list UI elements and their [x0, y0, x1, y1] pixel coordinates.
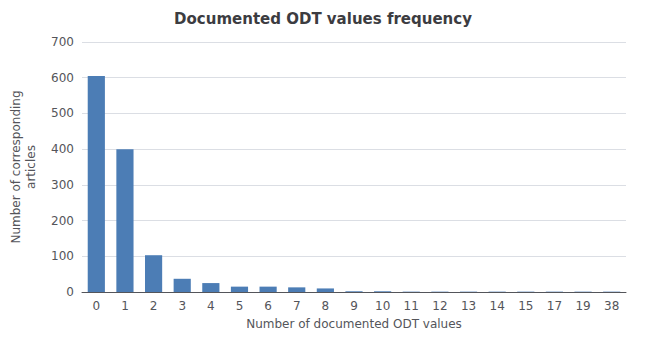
- svg-text:Documented ODT values frequenc: Documented ODT values frequency: [174, 10, 472, 28]
- svg-text:7: 7: [293, 299, 301, 313]
- svg-text:12: 12: [432, 299, 447, 313]
- svg-text:500: 500: [51, 106, 74, 120]
- svg-text:9: 9: [350, 299, 358, 313]
- svg-text:0: 0: [66, 285, 74, 299]
- svg-text:1: 1: [121, 299, 129, 313]
- svg-text:4: 4: [207, 299, 215, 313]
- svg-text:38: 38: [604, 299, 619, 313]
- svg-text:700: 700: [51, 35, 74, 49]
- svg-text:200: 200: [51, 214, 74, 228]
- svg-text:5: 5: [236, 299, 244, 313]
- svg-text:10: 10: [375, 299, 390, 313]
- svg-text:Number of documented ODT value: Number of documented ODT values: [246, 317, 462, 331]
- svg-text:15: 15: [518, 299, 533, 313]
- svg-text:17: 17: [547, 299, 562, 313]
- svg-text:0: 0: [92, 299, 100, 313]
- svg-text:100: 100: [51, 249, 74, 263]
- svg-text:2: 2: [150, 299, 158, 313]
- svg-text:articles: articles: [24, 145, 38, 189]
- svg-text:6: 6: [264, 299, 272, 313]
- svg-text:600: 600: [51, 71, 74, 85]
- svg-text:19: 19: [575, 299, 590, 313]
- svg-text:300: 300: [51, 178, 74, 192]
- svg-text:3: 3: [178, 299, 186, 313]
- svg-text:11: 11: [404, 299, 419, 313]
- svg-text:Number of corresponding: Number of corresponding: [9, 90, 23, 243]
- svg-text:8: 8: [322, 299, 330, 313]
- svg-text:400: 400: [51, 142, 74, 156]
- svg-text:13: 13: [461, 299, 476, 313]
- svg-text:14: 14: [490, 299, 505, 313]
